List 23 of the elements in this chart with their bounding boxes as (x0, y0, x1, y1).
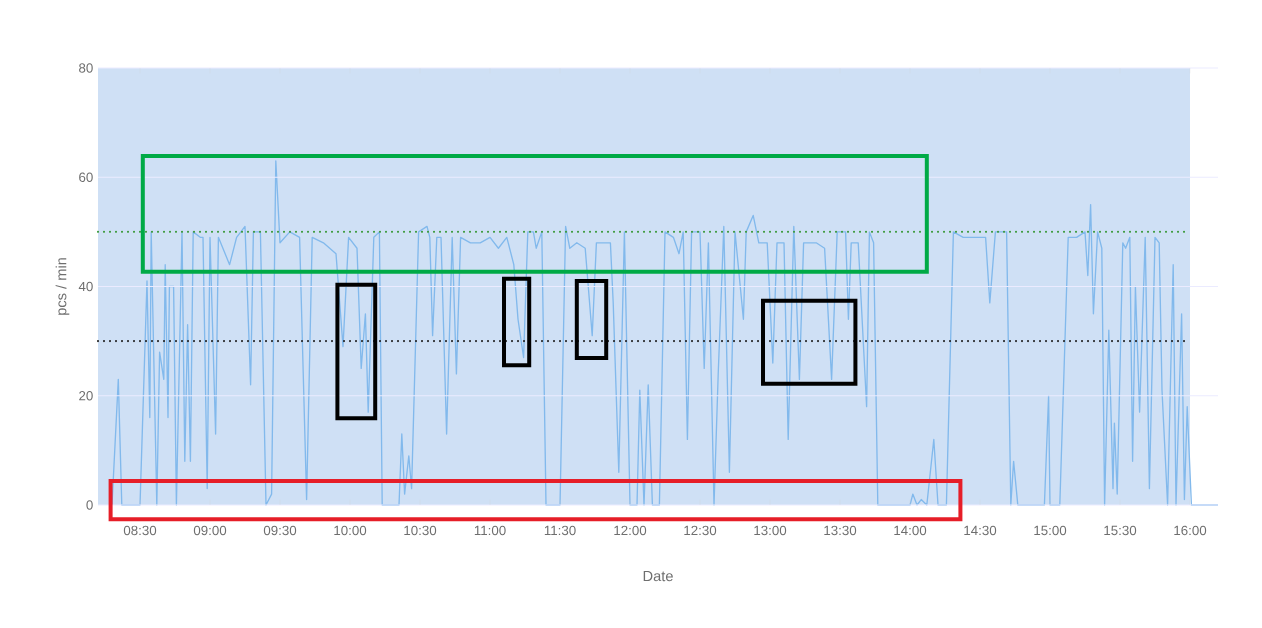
y-tick-label: 60 (79, 172, 93, 182)
x-axis-title: Date (643, 570, 673, 582)
x-tick-label: 12:00 (614, 525, 647, 536)
x-tick-label: 12:30 (684, 525, 717, 536)
x-tick-label: 08:30 (123, 525, 157, 536)
x-tick-label: 16:00 (1174, 525, 1207, 536)
x-tick-label: 13:00 (754, 525, 787, 536)
x-tick-label: 10:30 (404, 525, 437, 536)
y-tick-label: 80 (79, 63, 93, 73)
x-tick-label: 14:30 (964, 525, 997, 536)
y-tick-label: 20 (79, 391, 93, 401)
x-tick-label: 09:30 (263, 525, 297, 536)
x-tick-label: 10:00 (334, 525, 367, 536)
y-tick-label: 40 (78, 281, 93, 292)
x-tick-label: 09:00 (193, 525, 227, 536)
x-tick-label: 15:00 (1034, 525, 1067, 536)
y-tick-label: 0 (86, 500, 93, 510)
y-axis-title: pcs / min (55, 258, 70, 315)
x-tick-label: 13:30 (824, 525, 857, 536)
x-tick-label: 11:00 (474, 525, 506, 536)
x-tick-label: 14:00 (894, 525, 927, 536)
x-tick-label: 15:30 (1104, 525, 1137, 536)
x-tick-label: 11:30 (544, 525, 576, 536)
